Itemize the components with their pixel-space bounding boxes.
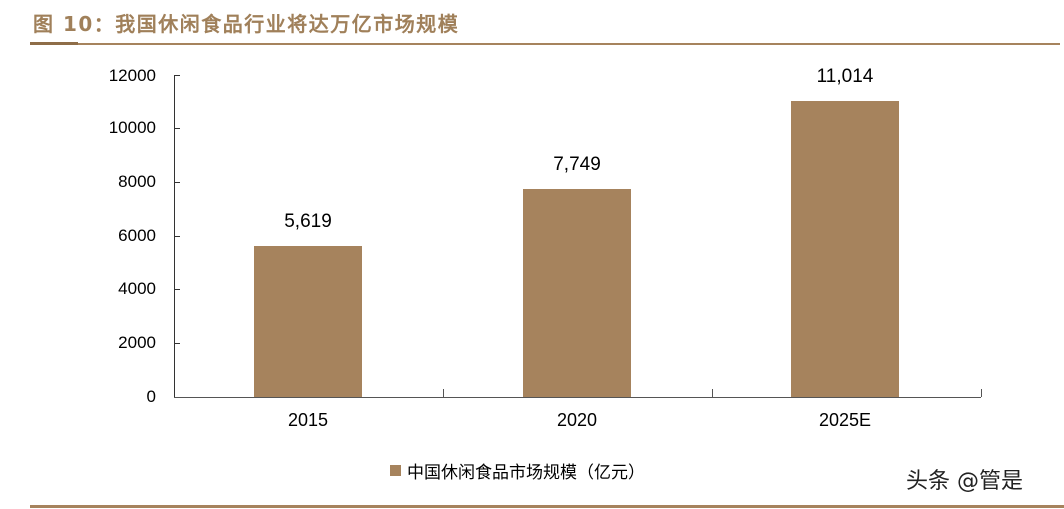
chart-title: 图 10：我国休闲食品行业将达万亿市场规模 — [33, 12, 460, 36]
x-axis — [174, 397, 981, 398]
bottom-divider — [30, 505, 1064, 508]
y-tick-label: 0 — [146, 387, 156, 406]
y-tick-mark — [174, 289, 180, 290]
x-tick-mark — [981, 389, 982, 397]
y-tick-label: 12000 — [108, 66, 156, 85]
y-tick-mark — [174, 182, 180, 183]
y-tick-label: 10000 — [108, 118, 156, 137]
bar-2015 — [254, 246, 362, 397]
title-divider — [30, 43, 1060, 45]
chart-legend: 中国休闲食品市场规模（亿元） — [390, 458, 645, 483]
y-tick-mark — [174, 236, 180, 237]
watermark: 头条 @管是 — [906, 469, 1023, 494]
y-tick-mark — [174, 75, 180, 76]
x-category-label: 2025E — [818, 410, 872, 430]
y-tick-label: 2000 — [118, 333, 156, 352]
legend-label: 中国休闲食品市场规模（亿元） — [407, 463, 645, 483]
y-tick-mark — [174, 128, 180, 129]
bar-2025e — [791, 101, 899, 397]
x-category-label: 2015 — [287, 410, 329, 430]
x-category-label: 2020 — [556, 410, 598, 430]
x-tick-mark — [443, 389, 444, 397]
x-tick-mark — [712, 389, 713, 397]
legend-swatch-icon — [390, 465, 401, 476]
bar-chart: 12000 10000 8000 6000 4000 2000 0 5,619 … — [108, 66, 982, 430]
y-tick-label: 8000 — [118, 172, 156, 191]
bar-value-label: 11,014 — [816, 66, 874, 87]
y-tick-mark — [174, 343, 180, 344]
bar-value-label: 7,749 — [553, 154, 601, 175]
y-tick-label: 6000 — [118, 226, 156, 245]
y-tick-label: 4000 — [118, 279, 156, 298]
title-divider-accent — [30, 42, 78, 45]
bar-2020 — [523, 189, 631, 397]
bar-value-label: 5,619 — [284, 211, 332, 232]
